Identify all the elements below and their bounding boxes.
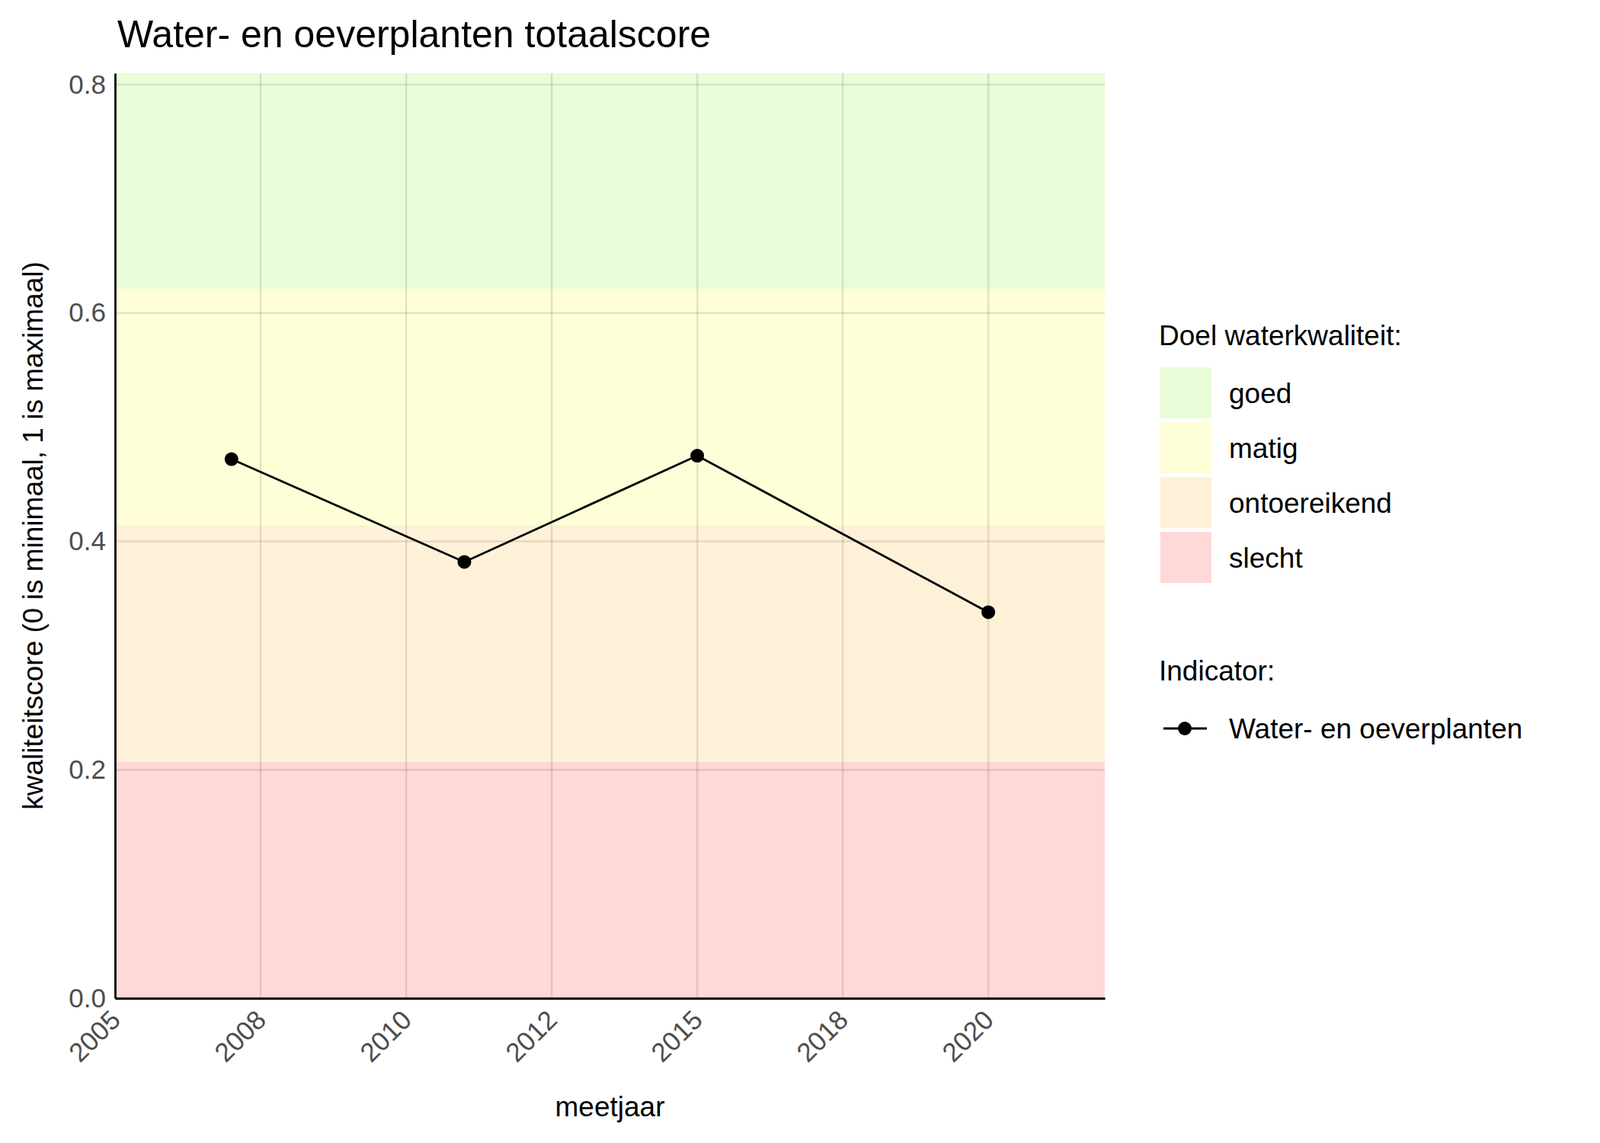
x-tick-label: 2020 xyxy=(936,1004,1000,1068)
legend-label: goed xyxy=(1228,377,1292,410)
grid-line-y xyxy=(115,768,1105,772)
y-tick: 0.4 xyxy=(68,525,116,556)
legend-swatch xyxy=(1160,422,1212,474)
y-tick-label: 0.0 xyxy=(68,982,106,1013)
grid-line-y xyxy=(115,311,1105,314)
x-tick: 2008 xyxy=(208,998,272,1068)
legend-title: Doel waterkwaliteit: xyxy=(1158,320,1402,352)
y-tick: 0.6 xyxy=(68,297,116,327)
x-axis: 2005 2008 2010 2012 2015 2018 2020 xyxy=(62,998,1105,1068)
y-axis: 0.0 0.2 0.4 0.6 0.8 xyxy=(68,69,116,1013)
legend-marker xyxy=(1177,721,1192,736)
y-tick: 0.0 xyxy=(68,982,116,1013)
grid-line-y xyxy=(115,83,1105,87)
x-tick: 2012 xyxy=(499,998,564,1068)
y-axis-line xyxy=(114,73,117,999)
series-point xyxy=(981,604,996,619)
y-tick-label: 0.8 xyxy=(68,69,106,100)
legend-swatch xyxy=(1160,476,1212,528)
legend-label: slecht xyxy=(1228,542,1303,574)
y-axis-title: kwaliteitscore (0 is minimaal, 1 is maxi… xyxy=(17,261,49,810)
legend-swatch xyxy=(1160,367,1212,419)
x-tick: 2015 xyxy=(645,998,709,1068)
x-tick: 2010 xyxy=(354,998,418,1068)
quality-band xyxy=(115,73,1105,289)
x-tick-label: 2008 xyxy=(208,1004,272,1068)
x-axis-title: meetjaar xyxy=(555,1091,666,1123)
grid-line-x xyxy=(115,73,116,999)
grid-line-x xyxy=(696,73,699,999)
legend-title: Indicator: xyxy=(1158,655,1275,687)
series-point xyxy=(690,448,704,463)
quality-band xyxy=(115,525,1105,762)
x-tick-label: 2018 xyxy=(790,1004,855,1068)
grid-line-x xyxy=(550,73,554,999)
grid-line-x xyxy=(259,73,263,999)
x-axis-line xyxy=(115,997,1106,1000)
chart: 2005 2008 2010 2012 2015 2018 2020 0.0 0.2 0.4 0.6… xyxy=(0,0,1600,1143)
x-tick: 2020 xyxy=(936,998,1000,1068)
plot-area xyxy=(115,73,1105,999)
y-tick-label: 0.6 xyxy=(68,297,106,327)
legend-swatch xyxy=(1160,531,1212,583)
grid-line-y xyxy=(115,540,1105,543)
chart-title: Water- en oeverplanten totaalscore xyxy=(117,12,711,56)
series-point xyxy=(224,452,239,467)
quality-band xyxy=(115,288,1105,525)
x-tick: 2018 xyxy=(790,998,855,1068)
legend: Doel waterkwaliteit: goed matig ontoereiken… xyxy=(1158,320,1523,745)
legend-label: ontoereikend xyxy=(1228,487,1392,519)
grid-line-x xyxy=(841,73,845,999)
grid-line-x xyxy=(987,73,990,999)
grid-line-y xyxy=(115,997,1105,999)
y-tick-label: 0.4 xyxy=(68,525,106,556)
series-line xyxy=(231,455,989,612)
legend-label: Water- en oeverplanten xyxy=(1228,713,1523,745)
x-tick-label: 2012 xyxy=(499,1004,564,1068)
y-tick: 0.8 xyxy=(68,69,116,100)
legend-label: matig xyxy=(1228,432,1298,464)
series-point xyxy=(457,554,471,569)
y-tick: 0.2 xyxy=(68,754,116,784)
x-tick-label: 2010 xyxy=(354,1004,418,1068)
x-tick-label: 2005 xyxy=(62,1004,126,1068)
quality-band xyxy=(115,761,1105,999)
x-tick-label: 2015 xyxy=(645,1004,709,1068)
y-tick-label: 0.2 xyxy=(68,754,106,784)
